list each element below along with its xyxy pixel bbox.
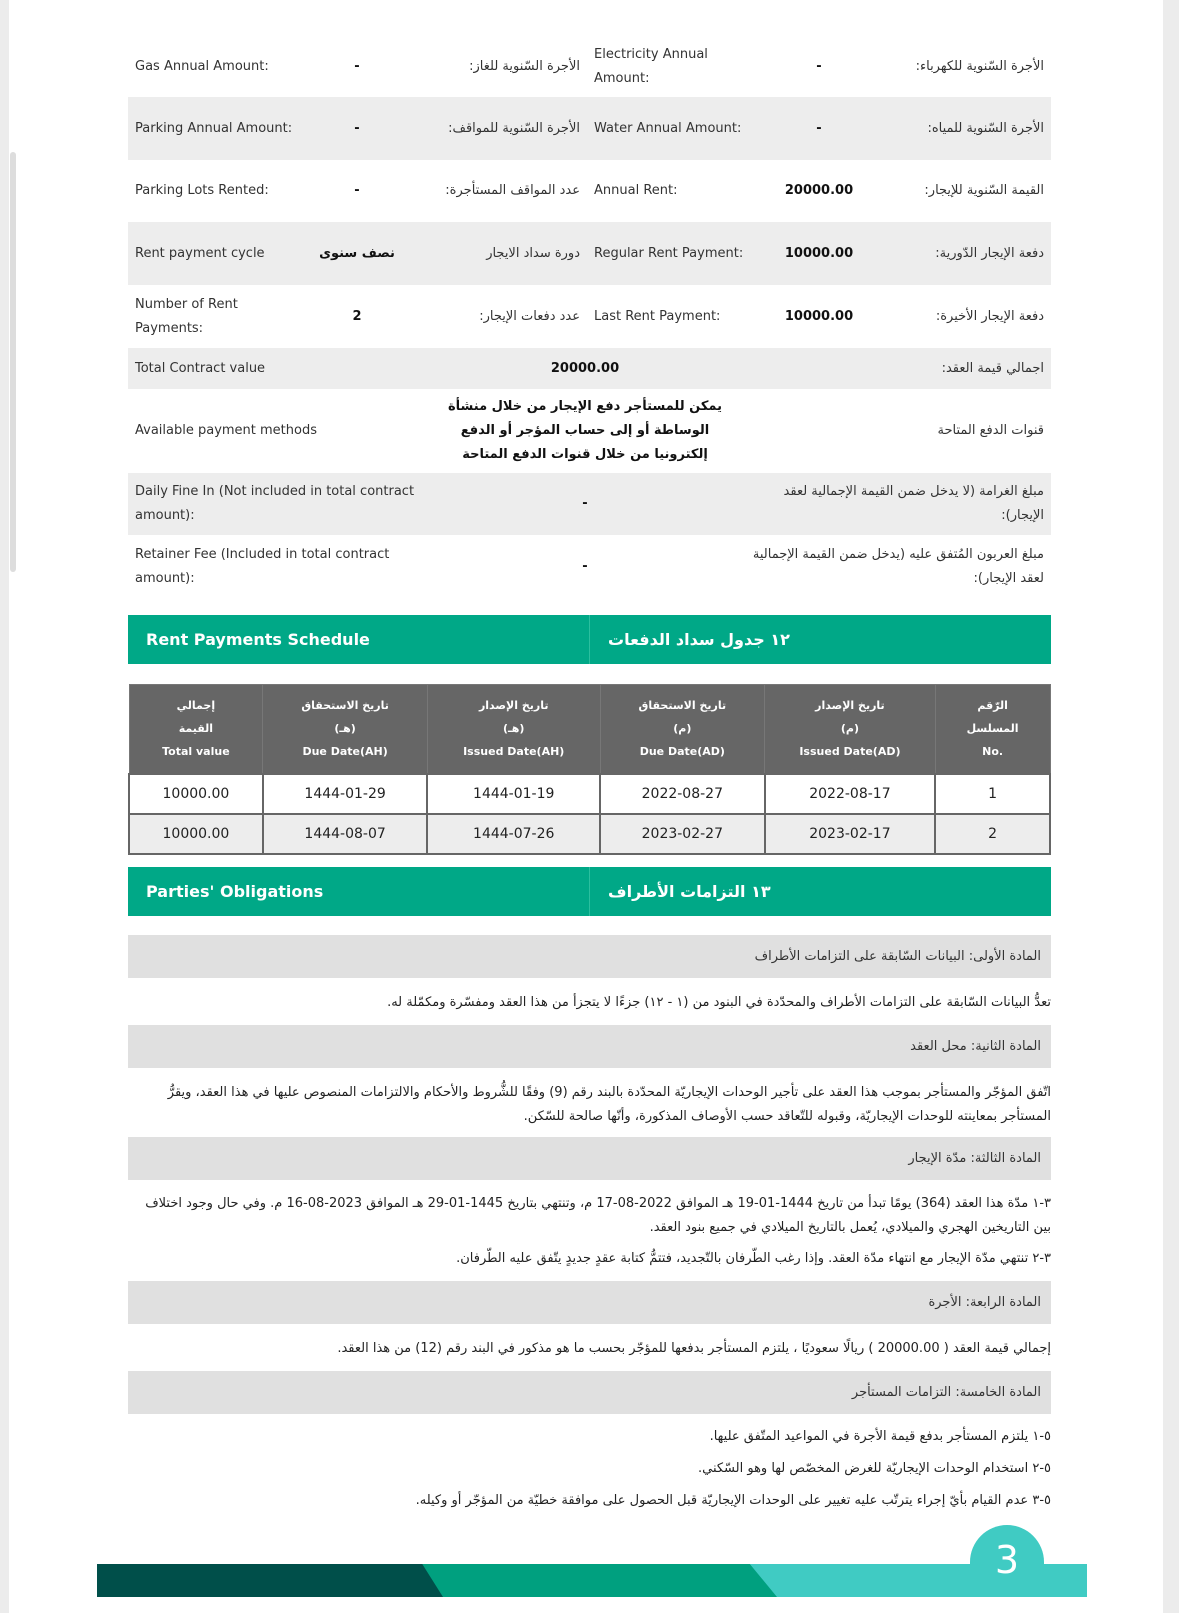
label-en: Available payment methods bbox=[135, 423, 317, 438]
label-ar: اجمالي قيمة العقد: bbox=[941, 360, 1044, 376]
detail-row-wide: Available payment methods يمكن للمستأجر د… bbox=[128, 389, 1051, 473]
detail-r-en: Regular Rent Payment: bbox=[594, 245, 744, 261]
detail-l-ar: الأجرة السّنوية للغاز: bbox=[469, 59, 580, 74]
article-5-heading: المادة الخامسة: التزامات المستأجر bbox=[128, 1371, 1051, 1414]
value: - bbox=[582, 496, 588, 511]
detail-l-en: Gas Annual Amount: bbox=[135, 59, 269, 74]
detail-r-val: 10000.00 bbox=[784, 308, 854, 324]
detail-row-wide: Retainer Fee (Included in total contract… bbox=[128, 535, 1051, 599]
obligations-section-header: Parties' Obligations ١٣ التزامات الأطراف bbox=[128, 867, 1051, 916]
detail-l-en: Parking Lots Rented: bbox=[135, 183, 269, 198]
section-title-en: Parties' Obligations bbox=[146, 882, 324, 901]
article-3-clause-2: ٣-٢ تنتهي مدّة الإيجار مع انتهاء مدّة ال… bbox=[456, 1251, 1051, 1266]
detail-r-ar: القيمة السّنوية للإيجار: bbox=[924, 183, 1044, 198]
detail-r-val: - bbox=[816, 59, 822, 74]
article-1-text: تعدُّ البيانات السّابقة على التزامات الأ… bbox=[387, 995, 1051, 1010]
detail-r-val: 20000.00 bbox=[784, 183, 854, 198]
column-header: تاريخ الإصدار (هـ) Issued Date(AH) bbox=[426, 684, 601, 774]
value: يمكن للمستأجر دفع الإيجار من خلال منشأة … bbox=[447, 399, 722, 462]
detail-row-wide: Total Contract value 20000.00 اجمالي قيمة … bbox=[128, 348, 1051, 389]
column-header: إجمالي القيمة Total value bbox=[128, 684, 264, 774]
table-cell: 10000.00 bbox=[128, 772, 264, 815]
detail-l-val: 2 bbox=[352, 308, 362, 324]
detail-l-ar: عدد المواقف المستأجرة: bbox=[445, 183, 580, 198]
page-edge-left bbox=[0, 0, 9, 1613]
detail-r-val: 10000.00 bbox=[784, 245, 854, 261]
label-ar: مبلغ الغرامة (لا يدخل ضمن القيمة الإجمال… bbox=[783, 484, 1044, 523]
detail-row: Rent payment cycle نصف سنوى دورة سداد الاي… bbox=[128, 222, 1051, 285]
article-5-item: ٥-٣ عدم القيام بأيّ إجراء يترتّب عليه تغ… bbox=[415, 1493, 1051, 1508]
table-cell: 1444-01-29 bbox=[261, 772, 429, 815]
table-row: 2 2023-02-17 2023-02-27 1444-07-26 1444-08-0… bbox=[128, 812, 1051, 855]
label-en: Daily Fine In (Not included in total con… bbox=[135, 484, 415, 523]
detail-row-wide: Daily Fine In (Not included in total con… bbox=[128, 473, 1051, 535]
label-en: Retainer Fee (Included in total contract… bbox=[135, 547, 390, 586]
detail-row: Parking Annual Amount: - الأجرة السّنوية ل… bbox=[128, 97, 1051, 160]
detail-l-en: Rent payment cycle bbox=[135, 245, 265, 261]
table-cell: 10000.00 bbox=[128, 812, 264, 855]
label-ar: قنوات الدفع المتاحة bbox=[937, 423, 1044, 438]
value: - bbox=[582, 559, 588, 574]
table-row: 1 2022-08-17 2022-08-27 1444-01-19 1444-01-2… bbox=[128, 772, 1051, 815]
detail-r-en: Electricity Annual Amount: bbox=[594, 47, 708, 86]
article-3-heading: المادة الثالثة: مدّة الإيجار bbox=[128, 1137, 1051, 1180]
detail-r-en: Annual Rent: bbox=[594, 183, 678, 198]
detail-r-en: Last Rent Payment: bbox=[594, 308, 721, 324]
detail-r-en: Water Annual Amount: bbox=[594, 120, 742, 136]
detail-l-ar: دورة سداد الايجار bbox=[486, 245, 580, 261]
label-en: Total Contract value bbox=[135, 360, 266, 376]
table-cell: 2023-02-27 bbox=[599, 812, 766, 855]
detail-row: Parking Lots Rented: - عدد المواقف المستأج… bbox=[128, 160, 1051, 222]
detail-row: Gas Annual Amount: - الأجرة السّنوية للغاز… bbox=[128, 37, 1051, 97]
article-5-item: ٥-١ يلتزم المستأجر بدفع قيمة الأجرة في ا… bbox=[709, 1429, 1051, 1444]
table-cell: 1444-08-07 bbox=[261, 812, 429, 855]
table-cell: 2023-02-17 bbox=[763, 812, 937, 855]
article-5-item: ٥-٢ استخدام الوحدات الإيجاريّة للغرض الم… bbox=[697, 1461, 1051, 1476]
article-2-heading: المادة الثانية: محل العقد bbox=[128, 1025, 1051, 1068]
article-4-heading: المادة الرابعة: الأجرة bbox=[128, 1281, 1051, 1324]
payments-schedule-table: الرّقم المسلسل .No تاريخ الإصدار (م) Issued D… bbox=[128, 684, 1051, 855]
detail-r-ar: دفعة الإيجار الدّورية: bbox=[935, 245, 1044, 261]
detail-r-ar: الأجرة السّنوية للكهرباء: bbox=[915, 59, 1044, 74]
detail-r-val: - bbox=[816, 120, 822, 136]
table-cell: 1444-07-26 bbox=[426, 812, 602, 855]
detail-l-en: Parking Annual Amount: bbox=[135, 120, 293, 136]
table-cell: 2022-08-27 bbox=[599, 772, 766, 815]
column-header: تاريخ الاستحقاق (هـ) Due Date(AH) bbox=[262, 684, 428, 774]
section-title-ar: ١٢ جدول سداد الدفعات bbox=[589, 615, 1051, 664]
detail-l-ar: عدد دفعات الإيجار: bbox=[479, 308, 580, 324]
table-cell: 1444-01-19 bbox=[426, 772, 602, 815]
detail-r-ar: دفعة الإيجار الأخيرة: bbox=[935, 308, 1044, 324]
detail-l-val: - bbox=[354, 59, 360, 74]
article-2-text: اتّفق المؤجّر والمستأجر بموجب هذا العقد … bbox=[167, 1085, 1051, 1124]
section-title-en: Rent Payments Schedule bbox=[146, 630, 370, 649]
detail-l-en: Number of Rent Payments: bbox=[135, 296, 238, 336]
detail-row: Number of Rent Payments: 2 عدد دفعات الإيج… bbox=[128, 285, 1051, 348]
page-number: 3 bbox=[970, 1525, 1044, 1597]
value: 20000.00 bbox=[550, 360, 620, 376]
detail-l-val: - bbox=[354, 183, 360, 198]
detail-r-ar: الأجرة السّنوية للمياه: bbox=[927, 120, 1044, 136]
article-4-text: إجمالي قيمة العقد ( 20000.00 ) ريالًا سع… bbox=[337, 1341, 1051, 1356]
schedule-section-header: Rent Payments Schedule ١٢ جدول سداد الدف… bbox=[128, 615, 1051, 664]
column-header: تاريخ الإصدار (م) Issued Date(AD) bbox=[764, 684, 936, 774]
table-cell: 2022-08-17 bbox=[763, 772, 937, 815]
table-cell: 2 bbox=[934, 812, 1051, 855]
table-cell: 1 bbox=[934, 772, 1051, 815]
scrollbar[interactable] bbox=[10, 152, 16, 572]
column-header: الرّقم المسلسل .No bbox=[934, 684, 1051, 774]
page-edge-right bbox=[1163, 0, 1179, 1613]
label-ar: مبلغ العربون المُتفق عليه (يدخل ضمن القي… bbox=[752, 547, 1044, 586]
section-title-ar: ١٣ التزامات الأطراف bbox=[589, 867, 1051, 916]
column-header: تاريخ الاستحقاق (م) Due Date(AD) bbox=[599, 684, 766, 774]
detail-l-val: - bbox=[354, 120, 360, 136]
article-3-clause-1: ٣-١ مدّة هذا العقد (364) يومًا تبدأ من ت… bbox=[145, 1196, 1051, 1235]
detail-l-val: نصف سنوى bbox=[319, 245, 395, 261]
article-1-heading: المادة الأولى: البيانات السّابقة على الت… bbox=[128, 935, 1051, 978]
detail-l-ar: الأجرة السّنوية للمواقف: bbox=[448, 120, 580, 136]
